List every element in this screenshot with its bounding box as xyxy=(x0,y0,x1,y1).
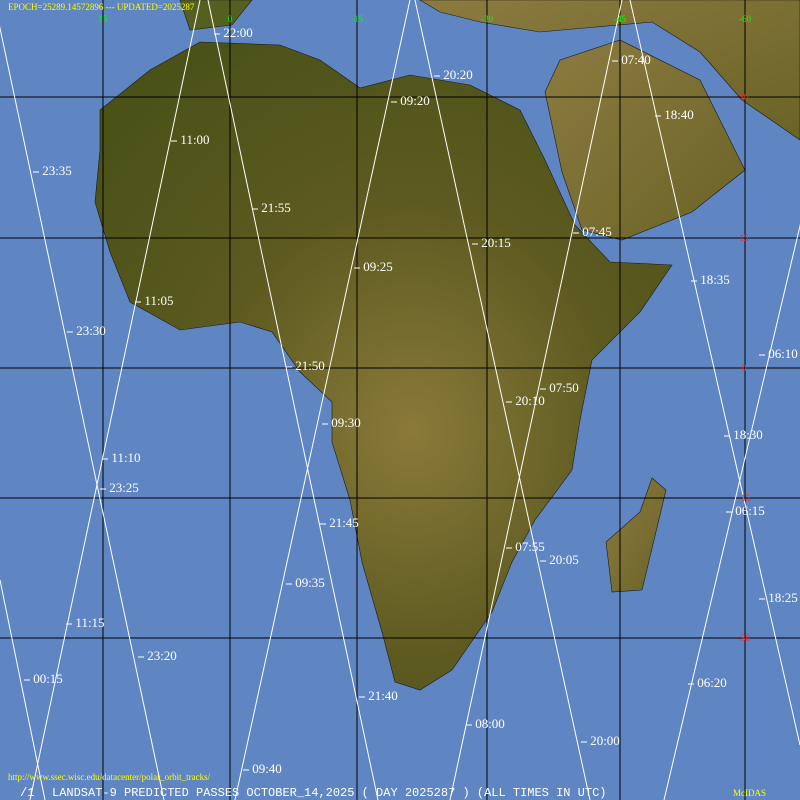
pass-time: 18:40 xyxy=(664,107,694,122)
longitude-label: -30 xyxy=(481,14,493,24)
pass-time: 18:30 xyxy=(733,427,763,442)
pass-time: 21:50 xyxy=(295,358,325,373)
pass-time: 06:10 xyxy=(768,346,798,361)
orbit-track xyxy=(0,579,46,800)
orbit-track xyxy=(629,0,800,746)
pass-time: 11:05 xyxy=(144,293,173,308)
pass-time: 20:05 xyxy=(549,552,579,567)
map-title: LANDSAT-9 PREDICTED PASSES OCTOBER_14,20… xyxy=(52,786,607,800)
pass-time: 18:25 xyxy=(768,590,798,605)
pass-time: 06:20 xyxy=(697,675,727,690)
pass-time: 09:35 xyxy=(295,575,325,590)
arabia xyxy=(544,39,746,241)
orbit-track xyxy=(207,0,379,800)
longitude-label: -15 xyxy=(351,14,363,24)
orbit-track xyxy=(234,0,411,800)
pass-time: 11:00 xyxy=(180,132,209,147)
pass-time: 21:40 xyxy=(368,688,398,703)
mcidas: McIDAS xyxy=(733,788,766,798)
latitude-label: -15 xyxy=(738,493,750,503)
longitude-label: 0 xyxy=(228,14,233,24)
pass-time: 09:25 xyxy=(363,259,393,274)
pass-time: 08:00 xyxy=(475,716,505,731)
pass-time: 20:10 xyxy=(515,393,545,408)
pass-time: 07:50 xyxy=(549,380,579,395)
frame-number: /1 xyxy=(20,786,34,800)
pass-time: 21:45 xyxy=(329,515,359,530)
madagascar xyxy=(605,477,667,593)
pass-time: 00:15 xyxy=(33,671,63,686)
eurasia xyxy=(419,0,800,141)
longitude-label: -45 xyxy=(614,14,626,24)
pass-time: 23:35 xyxy=(42,163,72,178)
africa xyxy=(94,41,673,691)
pass-time: 11:15 xyxy=(75,615,104,630)
source-url: http://www.ssec.wisc.edu/datacenter/pola… xyxy=(8,772,211,782)
pass-time: 09:20 xyxy=(400,93,430,108)
pass-labels: 22:00 20:20 07:40 09:20 18:40 11:00 23:35 21:55… xyxy=(24,25,798,776)
latitude-label: -30 xyxy=(738,633,750,643)
pass-time: 20:20 xyxy=(443,67,473,82)
latitude-label: 30 xyxy=(740,92,750,102)
landmass xyxy=(94,0,800,691)
pass-time: 23:25 xyxy=(109,480,139,495)
latitude-label: 15 xyxy=(740,233,750,243)
longitude-label: 15 xyxy=(99,14,109,24)
orbit-track xyxy=(29,0,201,800)
orbit-track xyxy=(414,0,591,800)
pass-time: 11:10 xyxy=(111,450,140,465)
epoch: EPOCH=25289.14572896 --- UPDATED=2025287 xyxy=(8,2,195,12)
pass-time: 06:15 xyxy=(735,503,765,518)
pass-time: 18:35 xyxy=(700,272,730,287)
pass-time: 09:40 xyxy=(252,761,282,776)
pass-time: 22:00 xyxy=(223,25,253,40)
latitude-label: 0 xyxy=(742,363,747,373)
orbit-track xyxy=(449,0,623,800)
pass-time: 07:55 xyxy=(515,539,545,554)
pass-time: 23:30 xyxy=(76,323,106,338)
pass-time: 23:20 xyxy=(147,648,177,663)
pass-time: 09:30 xyxy=(331,415,361,430)
pass-time: 07:45 xyxy=(582,224,612,239)
pass-time: 20:00 xyxy=(590,733,620,748)
pass-time: 07:40 xyxy=(621,52,651,67)
longitude-label: -60 xyxy=(739,14,751,24)
orbit-track xyxy=(663,223,800,800)
pass-time: 21:55 xyxy=(261,200,291,215)
orbit-track xyxy=(0,25,165,800)
pass-time: 20:15 xyxy=(481,235,511,250)
